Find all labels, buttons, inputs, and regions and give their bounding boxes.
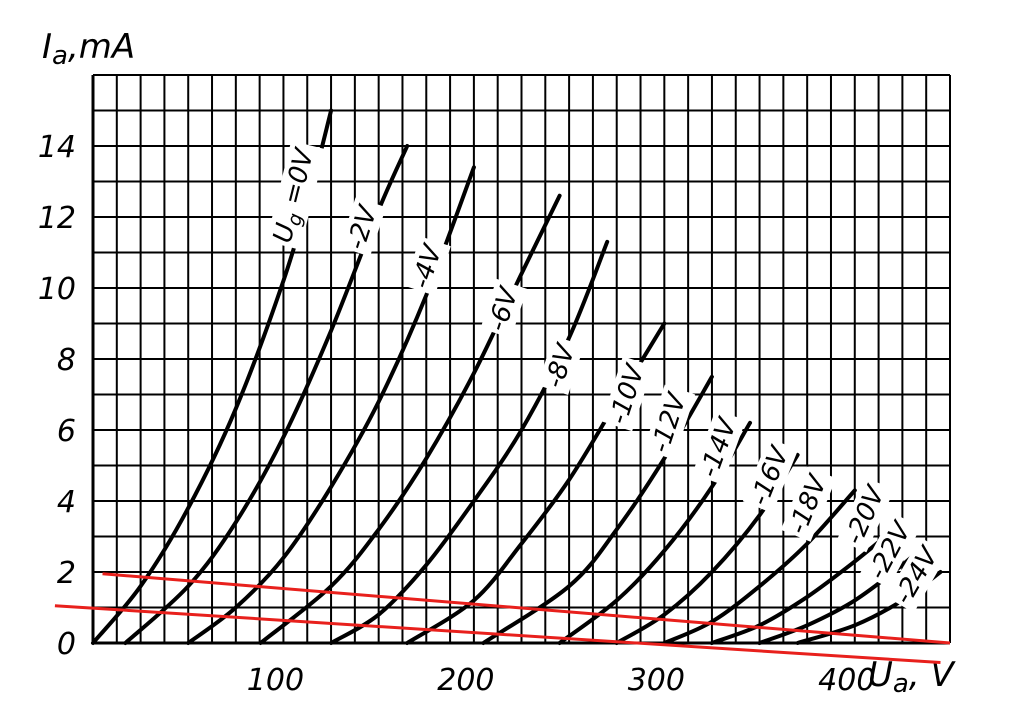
characteristic-curves bbox=[91, 108, 943, 645]
series-curve bbox=[258, 193, 562, 645]
series-label-group: Ug =0V bbox=[266, 140, 326, 250]
series-label-background bbox=[266, 140, 326, 250]
red-overlay-line bbox=[102, 572, 951, 645]
series-labels: Ug =0V-2V-4V-6V-8V -10V-12V -14V -16V-18V -2… bbox=[266, 140, 949, 613]
x-tick-label: 400 bbox=[818, 663, 875, 698]
y-tick-label: 8 bbox=[57, 343, 76, 378]
series-label-background bbox=[480, 278, 528, 339]
y-tick-label: 6 bbox=[57, 414, 76, 449]
y-axis-label: Ia,mA bbox=[42, 27, 135, 71]
series-label-background bbox=[643, 384, 696, 460]
series-label-background bbox=[692, 409, 746, 485]
series-label-background bbox=[886, 537, 949, 613]
series-curve bbox=[662, 488, 857, 645]
x-axis-label-symbol: U bbox=[868, 655, 893, 695]
red-overlay-lines bbox=[54, 572, 951, 665]
series-curve bbox=[329, 239, 610, 645]
grid bbox=[91, 74, 951, 645]
series-label-group: -18V bbox=[780, 466, 837, 542]
series-label-background bbox=[780, 466, 837, 542]
y-tick-label: 0 bbox=[57, 627, 76, 662]
x-axis-label-subscript: a bbox=[893, 669, 909, 699]
y-axis-label-unit: ,mA bbox=[68, 27, 135, 67]
series-label-background bbox=[837, 476, 895, 553]
x-tick-label: 100 bbox=[247, 663, 304, 698]
y-axis-label-subscript: a bbox=[52, 41, 68, 71]
tick-labels: 0 2 4 6 8 10 12 14 100 200 300 400 bbox=[38, 130, 876, 698]
series-label-background bbox=[742, 437, 799, 514]
series-label-background bbox=[537, 335, 585, 395]
series-label-group: -4V bbox=[404, 236, 451, 296]
y-tick-label: 12 bbox=[38, 201, 76, 236]
y-tick-label: 2 bbox=[57, 556, 76, 591]
x-tick-label: 200 bbox=[437, 663, 494, 698]
series-label-background bbox=[601, 356, 654, 432]
series-curve bbox=[709, 520, 905, 645]
y-tick-label: 14 bbox=[38, 130, 76, 165]
series-label-background bbox=[860, 512, 921, 588]
series-label-background bbox=[339, 197, 387, 257]
series-label-background bbox=[404, 236, 451, 296]
y-axis-label-symbol: I bbox=[42, 27, 52, 67]
series-label: Ug =0V bbox=[268, 144, 324, 247]
x-tick-label: 300 bbox=[628, 663, 685, 698]
y-tick-label: 4 bbox=[57, 485, 76, 520]
y-tick-label: 10 bbox=[38, 272, 76, 307]
red-overlay-line bbox=[54, 604, 941, 665]
